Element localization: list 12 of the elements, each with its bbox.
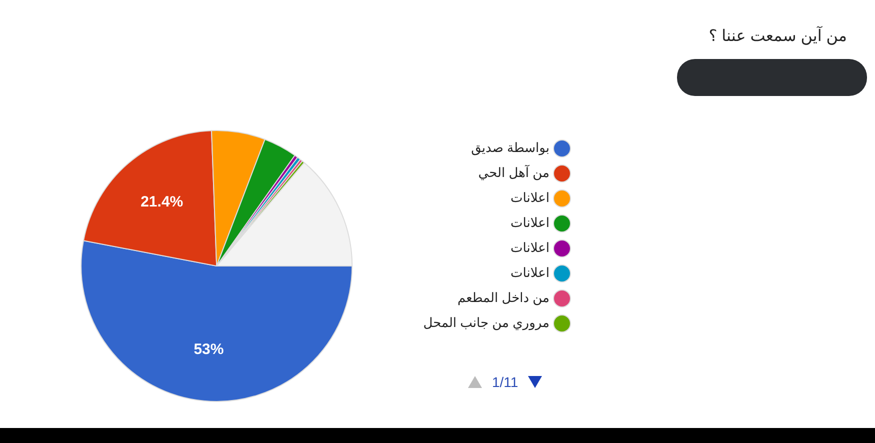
legend-label: اعلانات — [510, 215, 550, 230]
legend-label: من آهل الحي — [478, 164, 550, 182]
legend-label: اعلانات — [510, 265, 550, 280]
legend-label: بواسطة صديق — [471, 140, 550, 156]
legend-label: اعلانات — [510, 240, 550, 256]
legend-label: مروري من جانب المحل — [423, 315, 550, 332]
text: 1/11 — [492, 374, 518, 390]
legend-label: اعلانات — [510, 190, 550, 206]
data-label: 21.4% — [140, 193, 184, 210]
data-label: 53% — [194, 340, 224, 358]
text: من آين سمعت عننا ؟ — [708, 26, 847, 46]
legend-label: من داخل المطعم — [457, 290, 550, 306]
